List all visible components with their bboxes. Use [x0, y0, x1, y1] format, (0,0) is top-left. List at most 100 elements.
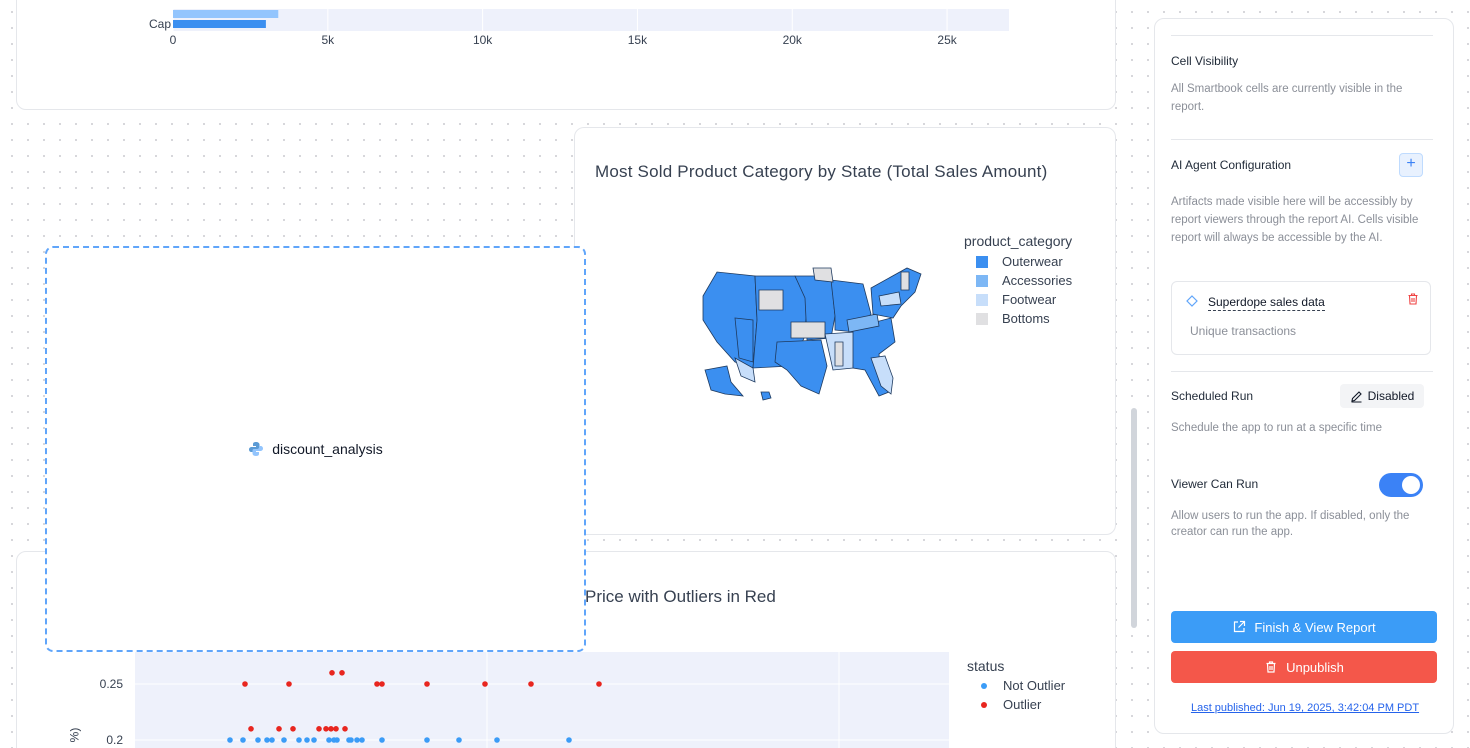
diamond-icon [1186, 295, 1198, 307]
scatter-point [281, 737, 287, 743]
us-choropleth-map[interactable] [695, 258, 935, 418]
scatter-point [255, 737, 261, 743]
discount-analysis-cell[interactable]: discount_analysis [45, 246, 586, 652]
map-legend-item[interactable]: Outerwear [976, 254, 1063, 269]
cell-visibility-title: Cell Visibility [1171, 54, 1239, 68]
finish-view-report-button[interactable]: Finish & View Report [1171, 611, 1437, 643]
scatter-point [354, 737, 360, 743]
edit-icon [1350, 390, 1362, 403]
x-tick-label: 0 [170, 33, 177, 47]
scatter-point [276, 726, 282, 732]
divider [1171, 371, 1433, 372]
legend-label: Not Outlier [1003, 678, 1066, 693]
y-tick-label: 0.25 [100, 677, 124, 691]
python-icon [249, 442, 264, 456]
scatter-point [304, 737, 310, 743]
bar [173, 10, 279, 18]
x-tick-label: 25k [937, 33, 957, 47]
divider [1171, 35, 1433, 36]
x-tick-label: 5k [321, 33, 335, 47]
artifact-card[interactable]: Superdope sales data Unique transactions [1171, 281, 1431, 355]
scatter-point [339, 670, 345, 676]
x-tick-label: 20k [783, 33, 803, 47]
ai-agent-desc: Artifacts made visible here will be acce… [1171, 196, 1419, 244]
scatter-point [326, 737, 332, 743]
scatter-point [242, 681, 248, 687]
map-region-alaska [704, 365, 744, 397]
map-region-nevada [734, 317, 754, 363]
trash-icon[interactable] [1406, 292, 1420, 306]
artifact-name[interactable]: Superdope sales data [1208, 295, 1325, 311]
scatter-legend-title: status [967, 658, 1005, 674]
add-artifact-button[interactable]: + [1399, 153, 1423, 177]
cell-visibility-desc: All Smartbook cells are currently visibl… [1171, 83, 1403, 113]
scatter-point [311, 737, 317, 743]
scatter-point [566, 737, 572, 743]
scatter-point [286, 681, 292, 687]
map-region-texas [774, 339, 828, 395]
scatter-chart-title: Price with Outliers in Red [585, 587, 776, 606]
map-region-wyoming [758, 289, 784, 311]
bar-chart: 0 5k 10k 15k 20k 25k Cap [149, 9, 1009, 47]
plot-area [173, 9, 1009, 31]
legend-label: Outerwear [1002, 254, 1063, 269]
legend-marker [981, 682, 987, 689]
scatter-point [482, 681, 488, 687]
map-chart-title: Most Sold Product Category by State (Tot… [595, 162, 1048, 181]
map-chart-card: Most Sold Product Category by State (Tot… [574, 127, 1116, 535]
scatter-point [248, 726, 254, 732]
scheduled-run-button[interactable]: Disabled [1340, 384, 1424, 408]
scatter-point [264, 737, 270, 743]
scatter-ylabel: %) [67, 727, 82, 743]
map-legend-item[interactable]: Bottoms [976, 311, 1050, 326]
map-legend-title: product_category [964, 233, 1073, 249]
scrollbar[interactable] [1131, 408, 1137, 628]
last-published-link[interactable]: Last published: Jun 19, 2025, 3:42:04 PM… [1190, 702, 1420, 714]
artifact-desc: Unique transactions [1190, 324, 1297, 338]
scatter-point [329, 670, 335, 676]
viewer-can-run-toggle[interactable] [1379, 473, 1423, 497]
legend-marker [981, 701, 987, 708]
scatter-point [240, 737, 246, 743]
map-region-mississippi [834, 341, 844, 367]
map-region-kansas [790, 321, 826, 339]
x-tick-label: 10k [473, 33, 493, 47]
scatter-point [334, 737, 340, 743]
legend-swatch [976, 293, 988, 306]
scatter-point [296, 737, 302, 743]
toggle-knob [1402, 476, 1420, 494]
scatter-legend-item[interactable]: Not Outlier [981, 678, 1065, 693]
map-region-florida [870, 355, 894, 395]
map-legend-item[interactable]: Accessories [976, 273, 1072, 288]
legend-label: Outlier [1003, 697, 1042, 712]
divider [1171, 139, 1433, 140]
finish-view-report-label: Finish & View Report [1254, 619, 1376, 635]
scatter-point [379, 681, 385, 687]
map-region-iowa [812, 267, 834, 283]
trash-icon [1266, 661, 1276, 673]
scatter-point [424, 681, 430, 687]
map-region-socal [734, 357, 756, 383]
scatter-point [379, 737, 385, 743]
scheduled-run-title: Scheduled Run [1171, 389, 1254, 403]
scatter-legend-item[interactable]: Outlier [981, 697, 1041, 712]
map-region-hawaii [760, 391, 772, 401]
scatter-point [359, 737, 365, 743]
scatter-point [316, 726, 322, 732]
bar-chart-card: 0 5k 10k 15k 20k 25k Cap [16, 0, 1116, 110]
scatter-point [333, 726, 339, 732]
scatter-point [596, 681, 602, 687]
settings-panel: Cell Visibility All Smartbook cells are … [1154, 18, 1454, 734]
scatter-point [328, 726, 334, 732]
map-legend-item[interactable]: Footwear [976, 292, 1056, 307]
scatter-point [323, 726, 329, 732]
scheduled-run-button-label: Disabled [1367, 389, 1415, 403]
legend-label: Bottoms [1002, 311, 1050, 326]
legend-label: Footwear [1002, 292, 1057, 307]
unpublish-button[interactable]: Unpublish [1171, 651, 1437, 683]
viewer-can-run-desc: Allow users to run the app. If disabled,… [1171, 510, 1410, 538]
scatter-point [456, 737, 462, 743]
map-region-appalachia [846, 313, 880, 333]
scatter-point [494, 737, 500, 743]
scatter-point [290, 726, 296, 732]
